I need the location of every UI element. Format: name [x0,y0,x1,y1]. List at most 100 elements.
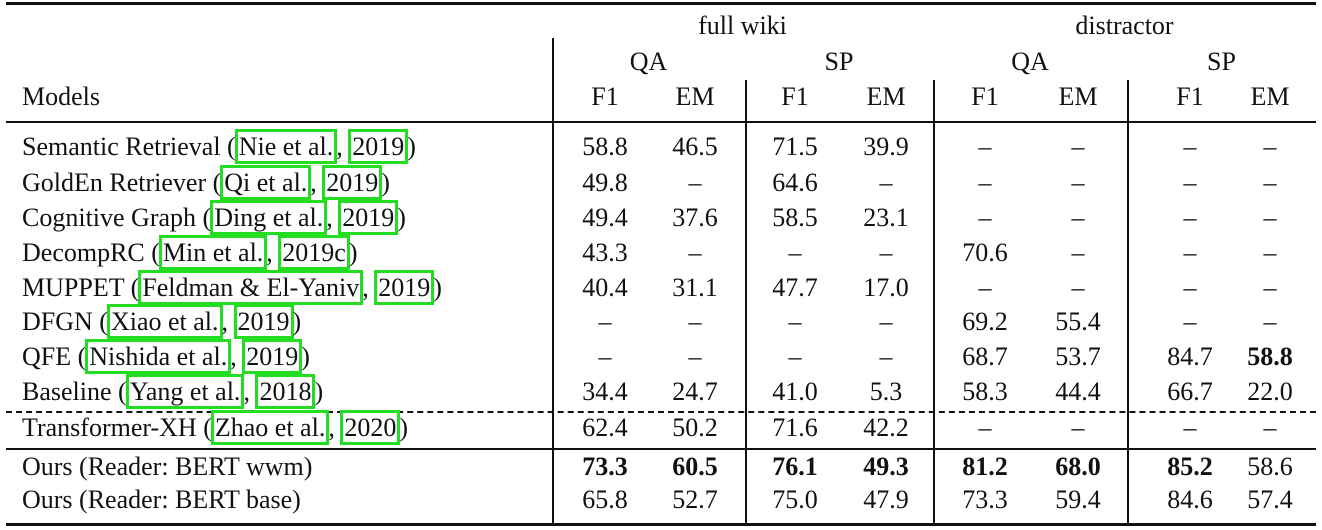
table-cell: – [978,168,992,197]
model-name: MUPPET (Feldman & El-Yaniv, 2019) [22,270,442,305]
table-cell: – [1183,413,1197,442]
model-name: Semantic Retrieval (Nie et al., 2019) [22,129,416,164]
citation-year-link[interactable]: 2019 [322,165,383,200]
table-cell: 55.4 [1055,307,1101,336]
table-cell: – [978,413,992,442]
model-name: Baseline (Yang et al., 2018) [22,374,324,409]
table-cell: – [688,168,702,197]
table-cell: – [598,342,612,371]
table-cell: 66.7 [1167,377,1213,406]
citation-year-link[interactable]: 2019 [348,129,409,164]
model-name: DecompRC (Min et al., 2019c) [22,235,358,270]
table-cell: – [1071,168,1085,197]
table-cell: 24.7 [672,377,718,406]
citation-close: ) [292,307,302,336]
model-name: Transformer-XH (Zhao et al., 2020) [22,410,408,445]
citation-author-link[interactable]: Nishida et al. [85,339,232,374]
metric-header-1: EM [675,82,715,111]
citation-year-link[interactable]: 2018 [255,374,316,409]
citation-year-link[interactable]: 2020 [340,410,401,445]
model-name: GoldEn Retriever (Qi et al., 2019) [22,165,390,200]
table-cell: – [1071,273,1085,302]
table-cell: 58.6 [1247,452,1293,481]
citation-author-link[interactable]: Min et al. [158,235,268,270]
table-cell: – [978,203,992,232]
table-cell: – [1071,203,1085,232]
table-cell: – [1183,203,1197,232]
table-cell: – [879,307,893,336]
table-cell: – [1183,307,1197,336]
model-label: Semantic Retrieval ( [22,132,236,161]
citation-close: ) [314,377,324,406]
bottom-rule [6,523,1316,526]
table-cell: 53.7 [1055,342,1101,371]
model-label: DFGN ( [22,307,108,336]
table-cell: 58.3 [962,377,1008,406]
table-cell: 69.2 [962,307,1008,336]
table-cell: – [1263,203,1277,232]
model-name: Cognitive Graph (Ding et al., 2019) [22,200,406,235]
top-rule [6,2,1316,5]
table-cell: – [1263,168,1277,197]
citation-year-link[interactable]: 2019 [242,339,303,374]
model-label: DecompRC ( [22,238,160,267]
task-sp-fullwiki: SP [824,47,854,76]
table-cell: 75.0 [772,485,818,514]
table-cell: 52.7 [672,485,718,514]
table-cell: 5.3 [869,377,903,406]
table-cell: 44.4 [1055,377,1101,406]
table-cell: – [788,307,802,336]
citation-author-link[interactable]: Zhao et al. [210,410,330,445]
metric-header-4: F1 [971,82,999,111]
model-label: QFE ( [22,342,87,371]
table-cell: 68.7 [962,342,1008,371]
model-name: Ours (Reader: BERT base) [22,485,301,515]
citation-separator: , [230,342,244,371]
task-qa-fullwiki: QA [629,47,668,76]
table-cell: – [1263,238,1277,267]
citation-author-link[interactable]: Qi et al. [220,165,312,200]
task-qa-distractor: QA [1011,47,1049,76]
table-cell: 34.4 [582,377,628,406]
metric-header-5: EM [1058,82,1098,111]
citation-year-link[interactable]: 2019 [374,270,435,305]
citation-author-link[interactable]: Xiao et al. [106,304,223,339]
table-cell: 70.6 [962,238,1008,267]
model-label: Baseline ( [22,377,127,406]
table-cell: – [1071,132,1085,161]
table-cell: – [1263,132,1277,161]
citation-author-link[interactable]: Yang et al. [125,374,245,409]
citation-separator: , [310,168,324,197]
table-cell: – [978,132,992,161]
table-cell: 73.3 [582,452,628,481]
table-cell: 17.0 [863,273,909,302]
table-cell: – [788,342,802,371]
table-cell: 58.5 [772,203,818,232]
table-cell: 84.6 [1167,485,1213,514]
citation-separator: , [362,273,376,302]
table-cell: 85.2 [1167,452,1213,481]
vline-sp-distractor [1127,80,1129,524]
model-name: DFGN (Xiao et al., 2019) [22,304,302,339]
table-cell: 39.9 [863,132,909,161]
citation-author-link[interactable]: Feldman & El-Yaniv [138,270,364,305]
citation-separator: , [243,377,257,406]
citation-separator: , [266,238,280,267]
table-cell: 59.4 [1055,485,1101,514]
table-cell: – [598,307,612,336]
table-cell: 73.3 [962,485,1008,514]
citation-author-link[interactable]: Nie et al. [234,129,338,164]
citation-separator: , [336,132,350,161]
model-label: GoldEn Retriever ( [22,168,222,197]
citation-author-link[interactable]: Ding et al. [210,200,328,235]
table-cell: 71.6 [772,413,818,442]
table-cell: 65.8 [582,485,628,514]
citation-close: ) [348,238,358,267]
table-cell: 50.2 [672,413,718,442]
citation-year-link[interactable]: 2019 [233,304,294,339]
table-cell: – [788,238,802,267]
citation-year-link[interactable]: 2019c [278,235,350,270]
citation-year-link[interactable]: 2019 [338,200,399,235]
table-cell: 49.8 [582,168,628,197]
table-cell: – [1183,273,1197,302]
